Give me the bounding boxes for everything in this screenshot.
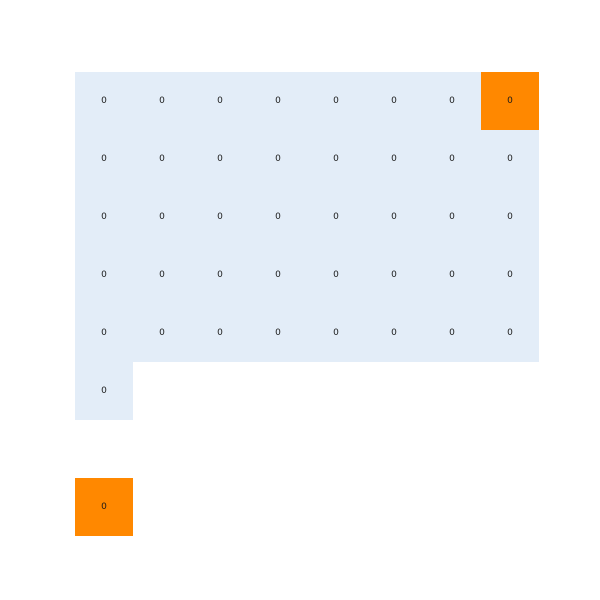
board-cell-r0-c1[interactable]: 0 [133,72,191,130]
board-cell-r3-c6[interactable]: 0 [423,246,481,304]
board-cell-r1-c3[interactable]: 0 [249,130,307,188]
board-cell-r3-c1[interactable]: 0 [133,246,191,304]
board-cell-r3-c4[interactable]: 0 [307,246,365,304]
board-cell-r2-c4[interactable]: 0 [307,188,365,246]
board-cell-r3-c0[interactable]: 0 [75,246,133,304]
board-cell-r4-c6[interactable]: 0 [423,304,481,362]
board-cell-r4-c5[interactable]: 0 [365,304,423,362]
board-cell-r2-c2[interactable]: 0 [191,188,249,246]
board-cell-r7-c0[interactable]: 0 [75,478,133,536]
board-cell-r0-c5[interactable]: 0 [365,72,423,130]
board-cell-r0-c0[interactable]: 0 [75,72,133,130]
board-cell-r4-c2[interactable]: 0 [191,304,249,362]
board-cell-r4-c1[interactable]: 0 [133,304,191,362]
board-cell-r2-c1[interactable]: 0 [133,188,191,246]
board-cell-r3-c2[interactable]: 0 [191,246,249,304]
board-cell-r3-c7[interactable]: 0 [481,246,539,304]
board-cell-r4-c4[interactable]: 0 [307,304,365,362]
board-cell-r4-c0[interactable]: 0 [75,304,133,362]
board-cell-r1-c7[interactable]: 0 [481,130,539,188]
board-cell-r1-c5[interactable]: 0 [365,130,423,188]
board-cell-r5-c0[interactable]: 0 [75,362,133,420]
board-cell-r2-c0[interactable]: 0 [75,188,133,246]
board-cell-r2-c6[interactable]: 0 [423,188,481,246]
board-cell-r4-c3[interactable]: 0 [249,304,307,362]
board-cell-r0-c7[interactable]: 0 [481,72,539,130]
board-cell-r2-c5[interactable]: 0 [365,188,423,246]
board-cell-r0-c6[interactable]: 0 [423,72,481,130]
board-cell-r1-c0[interactable]: 0 [75,130,133,188]
board-cell-r0-c2[interactable]: 0 [191,72,249,130]
board-cell-r1-c2[interactable]: 0 [191,130,249,188]
board-cell-r1-c6[interactable]: 0 [423,130,481,188]
board-cell-r4-c7[interactable]: 0 [481,304,539,362]
board-cell-r1-c4[interactable]: 0 [307,130,365,188]
board-cell-r0-c4[interactable]: 0 [307,72,365,130]
board-cell-r1-c1[interactable]: 0 [133,130,191,188]
board-cell-r3-c3[interactable]: 0 [249,246,307,304]
board-cell-r2-c3[interactable]: 0 [249,188,307,246]
board-cell-r3-c5[interactable]: 0 [365,246,423,304]
board-cell-r2-c7[interactable]: 0 [481,188,539,246]
board-cell-r0-c3[interactable]: 0 [249,72,307,130]
